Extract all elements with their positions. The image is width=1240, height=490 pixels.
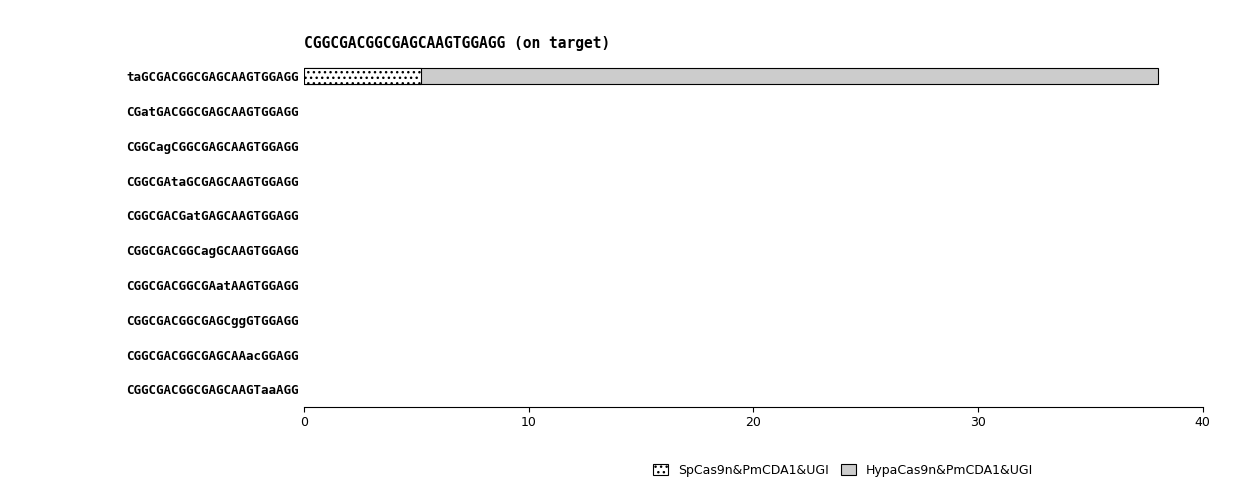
Legend: SpCas9n&PmCDA1&UGI, HypaCas9n&PmCDA1&UGI: SpCas9n&PmCDA1&UGI, HypaCas9n&PmCDA1&UGI [653, 464, 1033, 477]
Text: CGGCGACGGCGAGCAAGTGGAGG (on target): CGGCGACGGCGAGCAAGTGGAGG (on target) [304, 36, 610, 50]
Bar [304, 69, 420, 84]
Bar [304, 69, 1158, 84]
